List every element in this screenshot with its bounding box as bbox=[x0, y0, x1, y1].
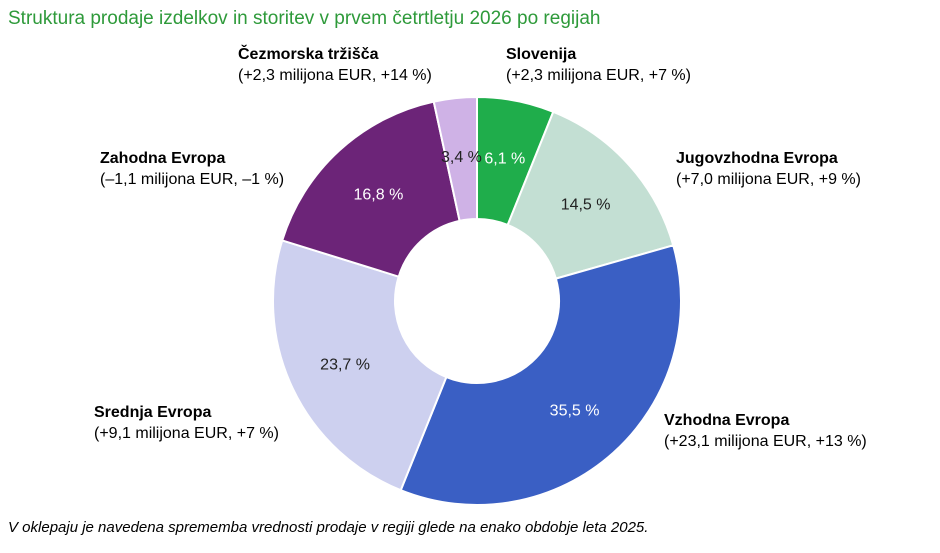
region-label-srednja-evropa: Srednja Evropa (+9,1 milijona EUR, +7 %) bbox=[94, 402, 279, 444]
slice-value-label-0: 6,1 % bbox=[484, 151, 525, 168]
donut-slice-4 bbox=[280, 100, 461, 278]
region-name: Zahodna Evropa bbox=[100, 150, 226, 167]
region-name: Jugovzhodna Evropa bbox=[676, 150, 838, 167]
region-name: Srednja Evropa bbox=[94, 404, 212, 421]
region-label-cezmorska-trzisca: Čezmorska tržišča (+2,3 milijona EUR, +1… bbox=[238, 44, 432, 86]
region-change: (+23,1 milijona EUR, +13 %) bbox=[664, 433, 867, 450]
region-label-slovenija: Slovenija (+2,3 milijona EUR, +7 %) bbox=[506, 44, 691, 86]
slice-value-label-1: 14,5 % bbox=[561, 196, 611, 213]
slice-value-label-4: 16,8 % bbox=[353, 186, 403, 203]
region-label-jugovzhodna-evropa: Jugovzhodna Evropa (+7,0 milijona EUR, +… bbox=[676, 148, 861, 190]
donut-slice-2 bbox=[399, 244, 682, 506]
footnote: V oklepaju je navedena sprememba vrednos… bbox=[8, 519, 649, 536]
region-label-vzhodna-evropa: Vzhodna Evropa (+23,1 milijona EUR, +13 … bbox=[664, 410, 867, 452]
region-change: (–1,1 milijona EUR, –1 %) bbox=[100, 171, 285, 188]
region-label-zahodna-evropa: Zahodna Evropa (–1,1 milijona EUR, –1 %) bbox=[100, 148, 284, 190]
slice-value-label-5: 3,4 % bbox=[441, 149, 482, 166]
chart-title: Struktura prodaje izdelkov in storitev v… bbox=[8, 8, 601, 29]
region-name: Čezmorska tržišča bbox=[238, 46, 379, 63]
region-name: Vzhodna Evropa bbox=[664, 412, 790, 429]
donut-slice-1 bbox=[506, 110, 675, 280]
donut-slice-5 bbox=[432, 95, 478, 223]
slice-value-label-2: 35,5 % bbox=[550, 403, 600, 420]
donut-slice-3 bbox=[272, 239, 448, 492]
region-change: (+2,3 milijona EUR, +14 %) bbox=[238, 67, 432, 84]
region-name: Slovenija bbox=[506, 46, 577, 63]
region-change: (+7,0 milijona EUR, +9 %) bbox=[676, 171, 861, 188]
region-change: (+2,3 milijona EUR, +7 %) bbox=[506, 67, 691, 84]
slice-value-label-3: 23,7 % bbox=[320, 357, 370, 374]
region-change: (+9,1 milijona EUR, +7 %) bbox=[94, 425, 279, 442]
